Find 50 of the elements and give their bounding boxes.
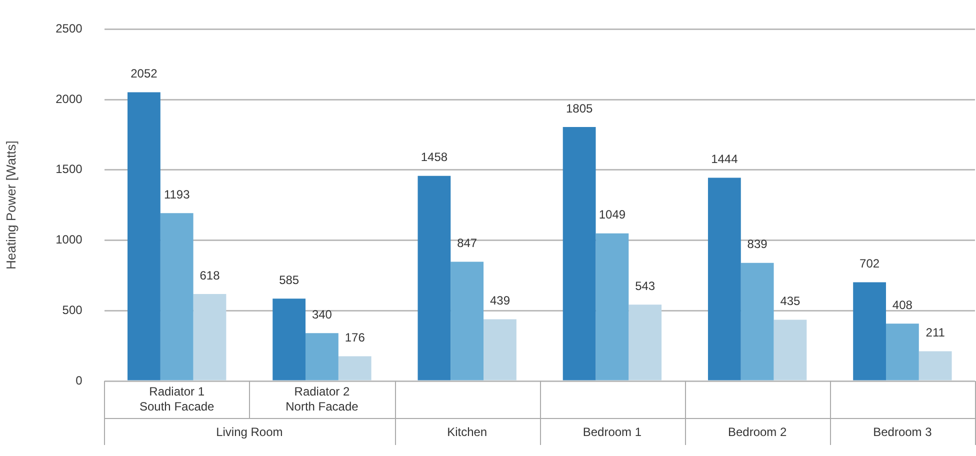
bar: [853, 282, 886, 380]
bar: [740, 262, 774, 380]
data-label: 1805: [566, 101, 593, 116]
x-tick-label: Radiator 2 North Facade: [286, 384, 359, 414]
bar: [338, 356, 372, 380]
bar: [450, 262, 484, 380]
y-tick-label: 500: [62, 302, 83, 317]
data-label: 585: [279, 272, 300, 287]
y-axis-title: Heating Power [Watts]: [3, 140, 18, 270]
text: Kitchen: [447, 424, 488, 439]
data-label: 1193: [164, 187, 190, 202]
bar: [596, 233, 629, 380]
data-label: 543: [635, 278, 656, 293]
data-label: 439: [490, 294, 510, 308]
bar: [484, 319, 516, 380]
data-label: 408: [892, 298, 913, 312]
data-label: 839: [747, 237, 768, 252]
y-tick-label: 2500: [56, 22, 83, 36]
bar: [306, 333, 338, 380]
bar: [774, 320, 807, 380]
bar: [918, 351, 952, 380]
data-label: 618: [200, 268, 220, 282]
data-label: 2052: [130, 66, 158, 81]
y-tick-label: 1000: [56, 232, 83, 247]
data-label: 1444: [711, 152, 738, 166]
bar: [708, 178, 741, 380]
text: Bedroom 2: [728, 424, 787, 439]
y-tick-label: 0: [76, 373, 83, 388]
bar: [160, 213, 194, 380]
bar: [272, 298, 306, 380]
data-label: 1458: [420, 150, 448, 164]
data-label: 847: [457, 236, 478, 250]
data-label: 1049: [598, 208, 626, 222]
bar: [128, 92, 160, 380]
text: Living Room: [216, 424, 283, 439]
data-label: 340: [312, 307, 332, 322]
bar: [193, 294, 226, 380]
y-tick-label: 1500: [56, 162, 83, 176]
x-tick-label: Radiator 1 South Facade: [139, 384, 215, 414]
data-label: 211: [926, 326, 946, 340]
data-label: 176: [344, 330, 366, 345]
y-tick-label: 2000: [56, 92, 83, 106]
data-label: 702: [860, 256, 880, 271]
bar: [886, 324, 919, 380]
text: Bedroom 3: [873, 424, 932, 439]
bar: [418, 176, 451, 380]
bar: [628, 304, 662, 380]
text: Bedroom 1: [582, 424, 642, 439]
data-label: 435: [780, 294, 801, 308]
bar: [562, 127, 596, 380]
